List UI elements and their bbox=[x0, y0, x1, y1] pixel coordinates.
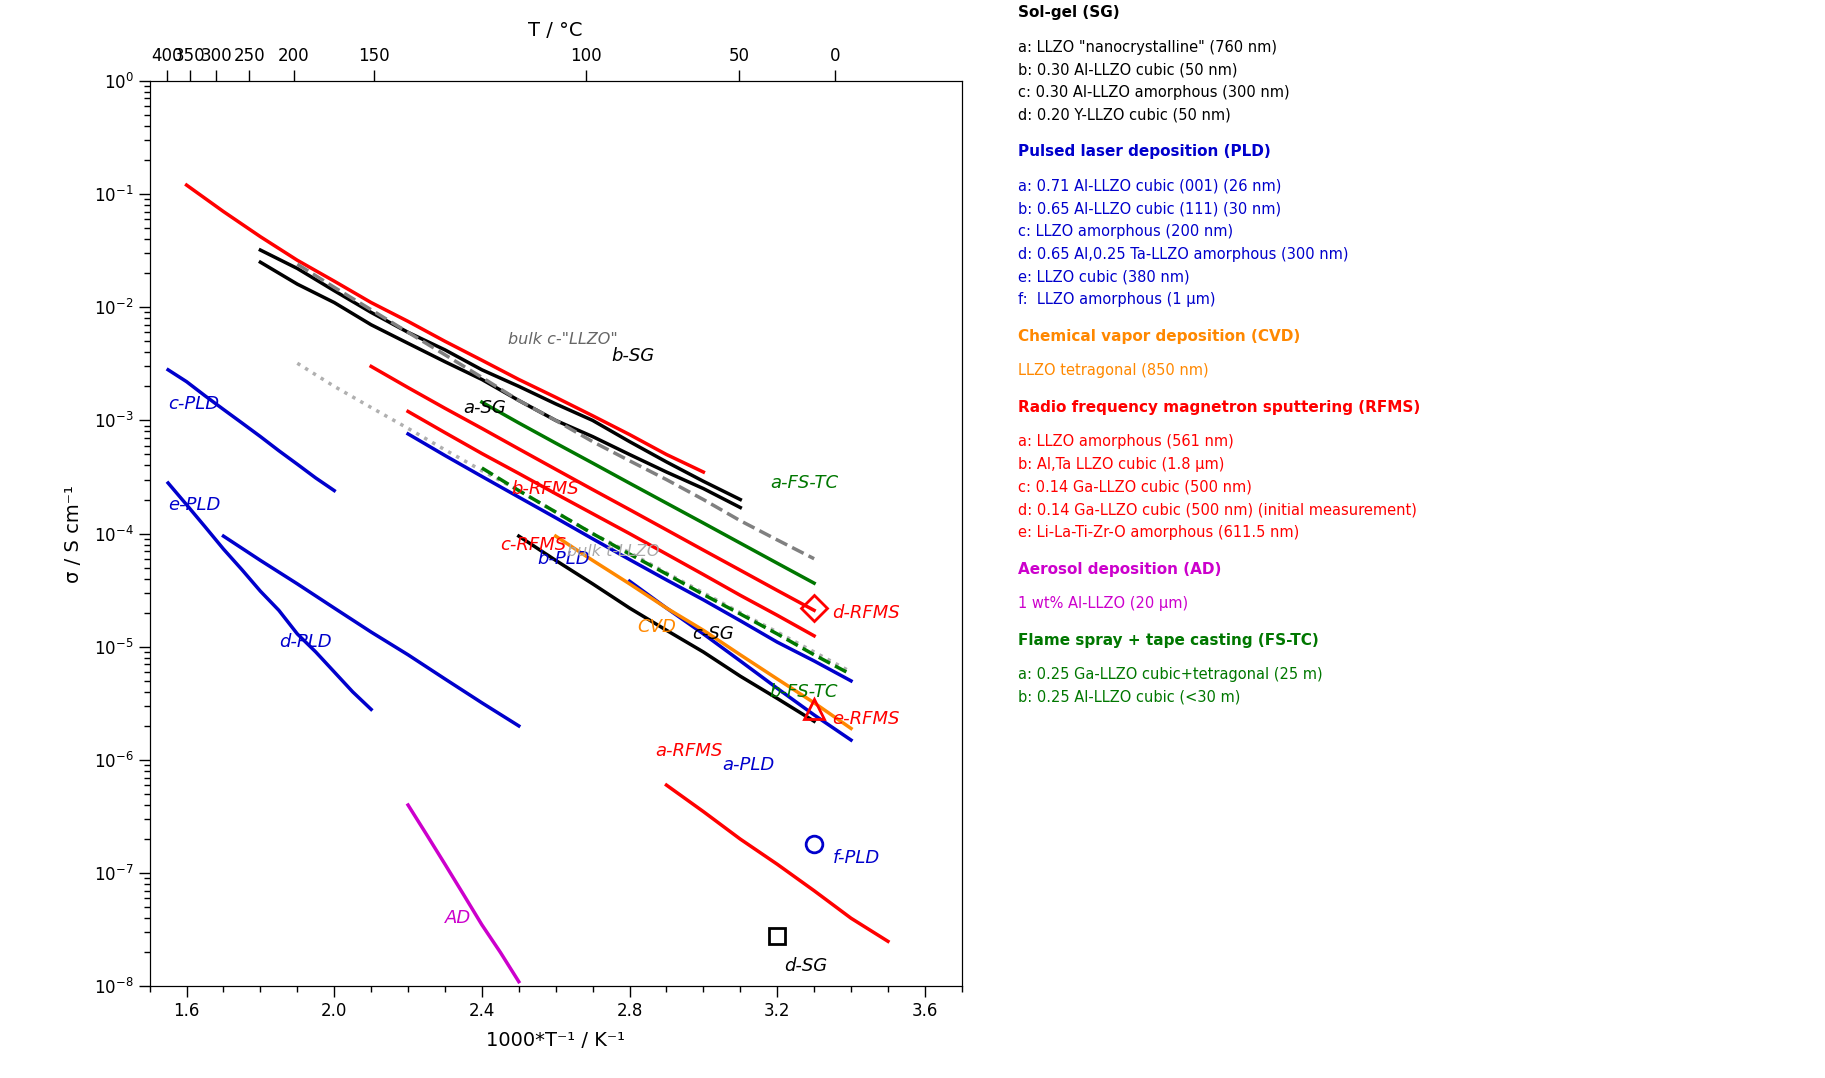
Text: a-RFMS: a-RFMS bbox=[655, 742, 723, 760]
Text: d-SG: d-SG bbox=[785, 957, 829, 976]
Text: d: 0.14 Ga-LLZO cubic (500 nm) (initial measurement): d: 0.14 Ga-LLZO cubic (500 nm) (initial … bbox=[1018, 502, 1418, 517]
Text: a-SG: a-SG bbox=[464, 399, 506, 416]
Text: d: 0.65 Al,0.25 Ta-LLZO amorphous (300 nm): d: 0.65 Al,0.25 Ta-LLZO amorphous (300 n… bbox=[1018, 247, 1349, 262]
Text: LLZO tetragonal (850 nm): LLZO tetragonal (850 nm) bbox=[1018, 363, 1208, 378]
Text: d: 0.20 Y-LLZO cubic (50 nm): d: 0.20 Y-LLZO cubic (50 nm) bbox=[1018, 108, 1232, 123]
Text: f-PLD: f-PLD bbox=[832, 849, 880, 868]
Text: c-PLD: c-PLD bbox=[168, 395, 219, 413]
Text: 1 wt% Al-LLZO (20 μm): 1 wt% Al-LLZO (20 μm) bbox=[1018, 596, 1188, 611]
Text: b: 0.25 Al-LLZO cubic (<30 m): b: 0.25 Al-LLZO cubic (<30 m) bbox=[1018, 690, 1241, 705]
Text: b-RFMS: b-RFMS bbox=[511, 480, 579, 498]
Text: b: 0.65 Al-LLZO cubic (111) (30 nm): b: 0.65 Al-LLZO cubic (111) (30 nm) bbox=[1018, 202, 1281, 217]
Text: a-FS-TC: a-FS-TC bbox=[770, 474, 838, 492]
X-axis label: 1000*T⁻¹ / K⁻¹: 1000*T⁻¹ / K⁻¹ bbox=[485, 1032, 626, 1050]
Text: c-SG: c-SG bbox=[692, 625, 734, 642]
Text: a: LLZO "nanocrystalline" (760 nm): a: LLZO "nanocrystalline" (760 nm) bbox=[1018, 40, 1278, 55]
Text: b: 0.30 Al-LLZO cubic (50 nm): b: 0.30 Al-LLZO cubic (50 nm) bbox=[1018, 63, 1237, 78]
Text: a: 0.25 Ga-LLZO cubic+tetragonal (25 m): a: 0.25 Ga-LLZO cubic+tetragonal (25 m) bbox=[1018, 667, 1323, 682]
Text: c: LLZO amorphous (200 nm): c: LLZO amorphous (200 nm) bbox=[1018, 224, 1234, 239]
X-axis label: T / °C: T / °C bbox=[529, 20, 582, 40]
Text: a: 0.71 Al-LLZO cubic (001) (26 nm): a: 0.71 Al-LLZO cubic (001) (26 nm) bbox=[1018, 179, 1281, 194]
Text: b-PLD: b-PLD bbox=[537, 550, 589, 568]
Text: Pulsed laser deposition (PLD): Pulsed laser deposition (PLD) bbox=[1018, 144, 1270, 160]
Text: Aerosol deposition (AD): Aerosol deposition (AD) bbox=[1018, 562, 1221, 577]
Text: AD: AD bbox=[445, 909, 471, 927]
Text: b: Al,Ta LLZO cubic (1.8 μm): b: Al,Ta LLZO cubic (1.8 μm) bbox=[1018, 457, 1225, 472]
Text: c: 0.30 Al-LLZO amorphous (300 nm): c: 0.30 Al-LLZO amorphous (300 nm) bbox=[1018, 85, 1290, 100]
Text: b-FS-TC: b-FS-TC bbox=[770, 682, 838, 701]
Text: bulk c-"LLZO": bulk c-"LLZO" bbox=[507, 332, 617, 347]
Text: Flame spray + tape casting (FS-TC): Flame spray + tape casting (FS-TC) bbox=[1018, 633, 1319, 648]
Text: bulk t-LLZO: bulk t-LLZO bbox=[568, 543, 659, 558]
Text: e-PLD: e-PLD bbox=[168, 496, 221, 514]
Text: e: Li-La-Ti-Zr-O amorphous (611.5 nm): e: Li-La-Ti-Zr-O amorphous (611.5 nm) bbox=[1018, 525, 1299, 540]
Text: a-PLD: a-PLD bbox=[723, 756, 774, 774]
Text: a: LLZO amorphous (561 nm): a: LLZO amorphous (561 nm) bbox=[1018, 434, 1234, 450]
Text: d-RFMS: d-RFMS bbox=[832, 604, 900, 622]
Text: Sol-gel (SG): Sol-gel (SG) bbox=[1018, 5, 1121, 20]
Text: b-SG: b-SG bbox=[611, 347, 655, 365]
Text: e: LLZO cubic (380 nm): e: LLZO cubic (380 nm) bbox=[1018, 270, 1190, 285]
Text: CVD: CVD bbox=[637, 618, 675, 636]
Text: f:  LLZO amorphous (1 μm): f: LLZO amorphous (1 μm) bbox=[1018, 292, 1215, 307]
Y-axis label: σ / S cm⁻¹: σ / S cm⁻¹ bbox=[64, 485, 82, 582]
Text: e-RFMS: e-RFMS bbox=[832, 710, 900, 728]
Text: c-RFMS: c-RFMS bbox=[500, 536, 566, 554]
Text: Chemical vapor deposition (CVD): Chemical vapor deposition (CVD) bbox=[1018, 329, 1301, 344]
Text: c: 0.14 Ga-LLZO cubic (500 nm): c: 0.14 Ga-LLZO cubic (500 nm) bbox=[1018, 480, 1252, 495]
Text: Radio frequency magnetron sputtering (RFMS): Radio frequency magnetron sputtering (RF… bbox=[1018, 400, 1420, 415]
Text: d-PLD: d-PLD bbox=[279, 633, 332, 651]
